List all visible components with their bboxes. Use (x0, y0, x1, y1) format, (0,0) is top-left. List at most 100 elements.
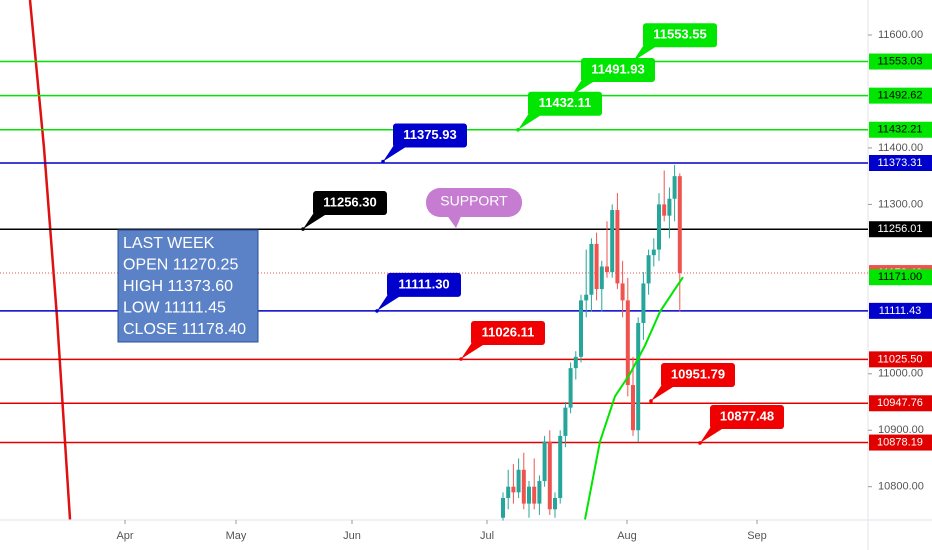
candle-body (615, 210, 620, 284)
callout-pointer (651, 382, 673, 401)
callout-anchor (698, 441, 702, 445)
callout-box (393, 123, 467, 148)
callout-box (471, 321, 545, 346)
x-tick-label: Jul (480, 530, 494, 542)
support-label: SUPPORT (440, 193, 508, 209)
level-label: 11492.62 (877, 90, 922, 102)
callout-anchor (649, 399, 653, 403)
candle-body (620, 283, 625, 301)
candle-body (672, 176, 677, 199)
level-label: 10947.76 (877, 397, 923, 409)
candle-body (579, 300, 583, 357)
candle-body (625, 300, 630, 386)
candle-body (605, 266, 609, 273)
callout-anchor (459, 357, 463, 361)
summary-line: HIGH 11373.60 (123, 278, 233, 295)
candle-body (516, 469, 521, 493)
x-tick-label: Aug (617, 530, 637, 542)
candle-body (537, 481, 542, 504)
candle-body (667, 198, 672, 216)
level-label: 11171.00 (878, 271, 922, 283)
summary-box (117, 229, 259, 343)
x-tick-label: Apr (116, 530, 133, 542)
x-tick-label: May (226, 530, 247, 542)
candle-body (547, 441, 552, 510)
trend-line (28, 0, 72, 520)
callout-label: 10877.48 (720, 408, 774, 423)
support-pointer (446, 214, 462, 228)
callout-pointer (303, 211, 325, 230)
moving-average (584, 276, 684, 520)
level-label-bg (869, 302, 932, 319)
candle-body (631, 385, 635, 431)
callout-box (661, 362, 735, 387)
candle-body (651, 249, 656, 256)
candle-body (584, 294, 589, 301)
callout-box (313, 191, 387, 216)
level-label-bg (869, 434, 932, 451)
callout-pointer (377, 292, 399, 311)
callout-label: 11553.55 (653, 27, 707, 42)
summary-line: LOW 11111.45 (123, 300, 226, 317)
callout-label: 11256.30 (323, 194, 377, 209)
support-bubble (426, 188, 522, 217)
level-label: 11553.03 (877, 55, 922, 67)
callout-box (581, 58, 655, 83)
level-label-bg (869, 121, 932, 138)
candle-body (553, 497, 557, 510)
y-tick-label: 10800.00 (878, 481, 924, 493)
x-tick-label: Jun (343, 530, 361, 542)
summary-line: OPEN 11270.25 (123, 257, 238, 274)
y-tick-label: 10900.00 (878, 424, 924, 436)
y-tick-label: 11400.00 (878, 142, 923, 154)
callout-box (387, 272, 461, 297)
callout-label: 11432.11 (539, 95, 592, 110)
callout-label: 11491.93 (591, 61, 645, 76)
candle-body (558, 435, 563, 498)
candle-body (589, 243, 594, 295)
callout-pointer (461, 341, 483, 360)
candle-body (501, 497, 505, 518)
callout-pointer (700, 424, 722, 443)
level-label-bg (869, 351, 932, 368)
callout-label: 11026.11 (482, 324, 535, 339)
level-label: 11111.43 (879, 305, 922, 317)
candle-body (527, 486, 531, 504)
summary-line: CLOSE 11178.40 (123, 321, 246, 338)
candle-body (506, 486, 511, 498)
x-tick-label: Sep (747, 530, 767, 542)
level-label: 11025.50 (877, 353, 922, 365)
callout-label: 11111.30 (398, 276, 449, 291)
level-label-bg (869, 53, 932, 70)
callout-box (528, 91, 602, 116)
candle-body (646, 255, 651, 284)
level-label-bg (869, 154, 932, 171)
candle-body (610, 210, 615, 273)
y-tick-label: 11000.00 (878, 368, 923, 380)
candle-body (641, 283, 646, 323)
summary-line: LAST WEEK (123, 235, 215, 252)
callout-anchor (375, 309, 379, 313)
candle-body (594, 243, 599, 290)
callout-anchor (381, 159, 385, 164)
level-label: 11432.21 (877, 124, 922, 136)
candle-body (563, 407, 568, 436)
candle-body (521, 469, 526, 504)
callout-anchor (301, 227, 305, 231)
level-label-bg (869, 221, 932, 238)
candle-body (657, 204, 661, 250)
callout-pointer (518, 111, 540, 130)
y-tick-label: 11300.00 (878, 198, 923, 210)
y-tick-label: 11600.00 (878, 29, 923, 41)
level-label: 11256.01 (877, 223, 922, 235)
level-label: 11373.31 (877, 157, 922, 169)
candle-body (532, 486, 537, 504)
candle-body (542, 441, 547, 482)
callout-box (643, 23, 717, 48)
callout-label: 10951.79 (671, 366, 725, 381)
candle-body (636, 322, 641, 431)
level-label-bg (869, 395, 932, 412)
candle-body (573, 356, 578, 369)
candle-body (677, 176, 682, 274)
